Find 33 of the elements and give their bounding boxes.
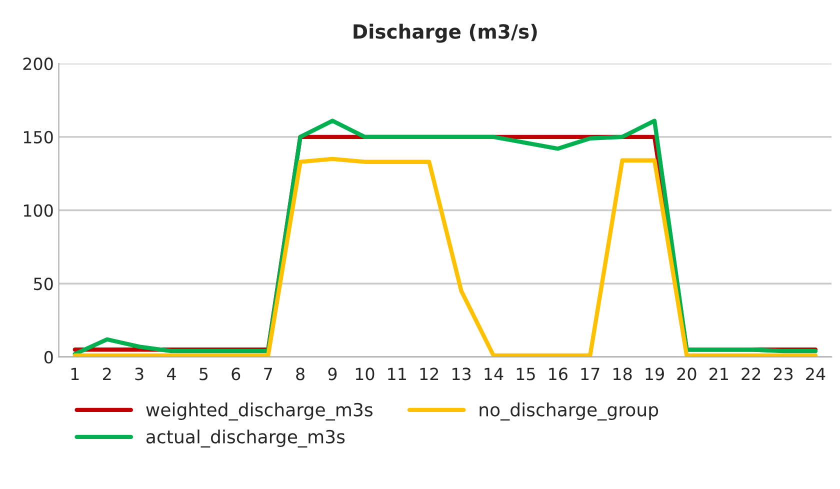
x-tick-label: 2 [103,368,111,380]
x-tick-label: 16 [549,368,568,380]
x-tick-label: 6 [232,368,240,380]
x-tick-label: 20 [677,368,696,380]
y-tick-label: 100 [24,204,53,217]
x-tick-label: 18 [614,368,632,380]
x-tick-label: 15 [516,368,535,380]
x-tick-label: 22 [742,368,760,380]
x-tick-label: 13 [452,368,471,380]
x-tick-label: 24 [806,368,826,380]
y-tick-label: 0 [44,350,53,364]
x-tick-label: 1 [71,368,79,380]
legend-label: weighted_discharge_m3s [146,402,372,421]
y-tick-label: 150 [24,130,53,144]
x-tick-label: 8 [296,368,304,380]
y-tick-label: 200 [23,58,53,70]
legend-label: actual_discharge_m3s [146,430,345,448]
y-tick-label: 50 [34,278,53,290]
x-tick-label: 12 [420,368,438,380]
x-tick-label: 14 [484,368,504,380]
x-tick-label: 5 [200,368,208,380]
x-tick-label: 17 [581,368,600,380]
chart-title: Discharge (m3/s) [354,24,537,43]
x-tick-label: 3 [135,368,144,380]
x-tick-label: 23 [774,368,793,380]
x-tick-label: 7 [264,368,272,380]
x-tick-label: 19 [646,368,664,380]
x-tick-label: 10 [356,368,374,380]
x-tick-label: 21 [710,368,728,380]
legend-label: no_discharge_group [480,402,658,421]
x-tick-label: 4 [167,368,176,380]
x-tick-label: 9 [328,368,337,380]
x-tick-label: 11 [388,368,406,380]
